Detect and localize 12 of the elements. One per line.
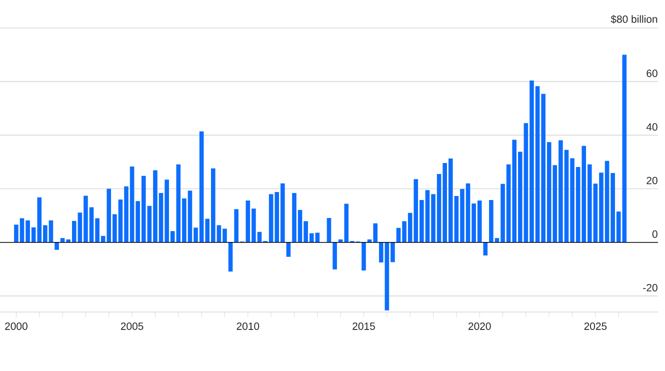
x-tick-label: 2020: [468, 322, 491, 330]
y-tick-label: 20: [646, 176, 658, 184]
x-tick-label: 2025: [584, 322, 607, 330]
y-tick-label: $80 billion: [610, 15, 658, 24]
x-tick-label: 2010: [236, 322, 260, 330]
y-tick-label: 40: [646, 123, 658, 131]
x-tick-label: 2000: [5, 322, 28, 330]
y-tick-label: -20: [643, 284, 658, 292]
y-tick-label: 60: [646, 70, 658, 78]
x-tick-label: 2015: [352, 322, 375, 330]
x-tick-label: 2005: [120, 322, 144, 330]
y-tick-label: 0: [652, 230, 658, 238]
